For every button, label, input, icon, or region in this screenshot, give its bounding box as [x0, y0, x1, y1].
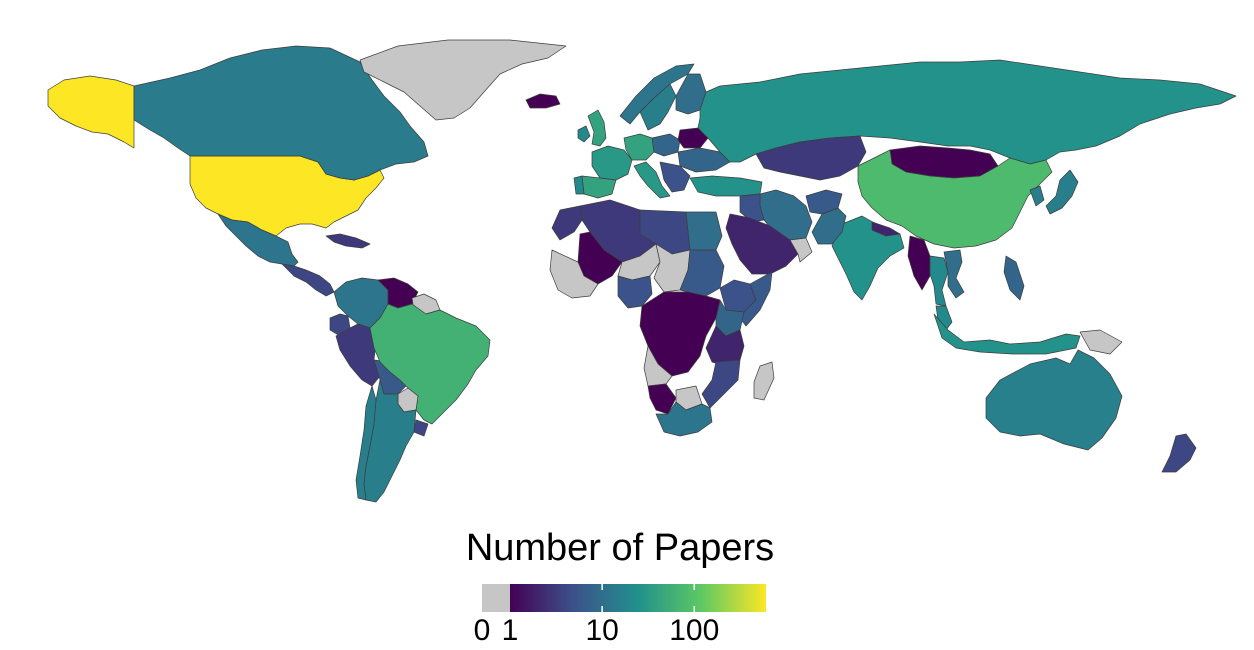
country-ireland [577, 125, 591, 143]
country-west-africa [549, 249, 599, 299]
country-saudi-arabia [725, 213, 799, 275]
country-pakistan [811, 207, 847, 245]
legend-zero-swatch [482, 584, 510, 612]
legend-tick-label: 10 [585, 614, 618, 647]
legend-title: Number of Papers [465, 527, 775, 569]
country-iraq [739, 193, 765, 223]
country-indonesia [933, 313, 1081, 355]
country-chile [355, 385, 377, 501]
country-iceland [525, 93, 561, 109]
country-japan [1045, 169, 1079, 215]
country-philippines [1003, 255, 1025, 301]
country-greenland [359, 39, 567, 121]
legend-tick-label-zero: 0 [474, 614, 491, 647]
country-nepal [871, 221, 901, 237]
country-united-kingdom [587, 109, 607, 147]
country-sweden [639, 83, 677, 131]
country-cuba [325, 233, 371, 249]
country-madagascar [753, 361, 775, 401]
country-gulf-states [789, 237, 813, 263]
world-map [47, 39, 1237, 503]
country-germany [623, 133, 655, 161]
country-uruguay [413, 419, 429, 437]
country-alaska-us [47, 75, 135, 149]
country-egypt [685, 211, 723, 251]
country-mexico [217, 213, 299, 267]
country-vietnam [943, 249, 965, 299]
country-italy [633, 161, 671, 199]
country-somalia [739, 271, 773, 327]
country-ukraine [677, 147, 731, 173]
legend-tick-label: 100 [669, 614, 719, 647]
country-papua-new-guinea [1079, 329, 1123, 355]
legend-gradient-bar [510, 584, 766, 612]
country-canada [133, 45, 429, 181]
country-south-korea [1029, 185, 1045, 207]
country-france [591, 145, 633, 181]
country-brazil [369, 303, 491, 425]
country-balkans [659, 161, 691, 193]
legend-tick-label: 1 [502, 614, 519, 647]
country-australia [985, 349, 1123, 451]
country-nigeria [617, 275, 653, 309]
country-new-zealand [1161, 433, 1197, 473]
country-portugal [573, 175, 585, 195]
country-afghanistan [805, 189, 843, 215]
country-myanmar [907, 235, 931, 291]
country-mozambique [701, 359, 741, 409]
